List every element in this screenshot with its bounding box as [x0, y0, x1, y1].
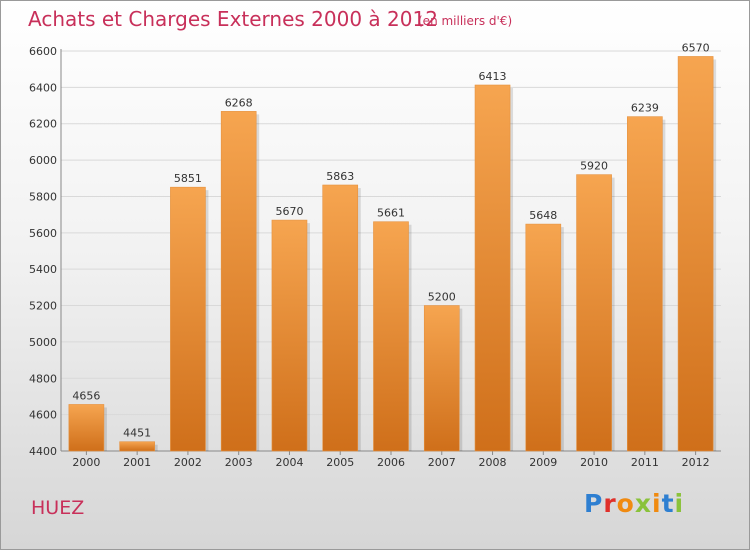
logo-letter: P — [584, 489, 604, 518]
data-label-2004: 5670 — [275, 205, 303, 218]
y-tick-label: 5600 — [29, 227, 57, 240]
logo-letter: x — [634, 489, 652, 518]
x-tick-label-2010: 2010 — [580, 456, 608, 469]
data-label-2006: 5661 — [377, 207, 405, 220]
proxiti-logo[interactable]: Proxiti — [584, 489, 684, 518]
x-tick-label-2005: 2005 — [326, 456, 354, 469]
y-tick-label: 6200 — [29, 118, 57, 131]
data-label-2009: 5648 — [529, 209, 557, 222]
y-tick-label: 6600 — [29, 45, 57, 58]
chart-unit: (en milliers d'€) — [418, 14, 513, 28]
data-label-2008: 6413 — [479, 70, 507, 83]
y-tick-label: 6400 — [29, 81, 57, 94]
x-tick-label-2000: 2000 — [72, 456, 100, 469]
y-tick-label: 4600 — [29, 409, 57, 422]
bar-2005 — [322, 184, 359, 452]
logo-letter: o — [616, 489, 635, 518]
data-label-2012: 6570 — [682, 41, 710, 54]
logo-letter: r — [603, 489, 617, 518]
bar-2003 — [220, 111, 257, 452]
y-tick-label: 4800 — [29, 372, 57, 385]
bar-2011 — [627, 116, 663, 452]
x-tick-label-2006: 2006 — [377, 456, 405, 469]
data-label-2007: 5200 — [428, 291, 456, 304]
bar-2001 — [119, 441, 155, 452]
x-tick-label-2009: 2009 — [529, 456, 557, 469]
logo-letter: t — [661, 489, 675, 518]
x-tick-label-2011: 2011 — [631, 456, 659, 469]
bar-2007 — [423, 305, 460, 452]
x-tick-label-2001: 2001 — [123, 456, 151, 469]
data-label-2003: 6268 — [225, 96, 253, 109]
data-label-2002: 5851 — [174, 172, 202, 185]
data-label-2010: 5920 — [580, 160, 608, 173]
data-label-2001: 4451 — [123, 427, 151, 440]
y-tick-label: 4400 — [29, 445, 57, 458]
data-label-2011: 6239 — [631, 102, 659, 115]
y-tick-label: 5200 — [29, 300, 57, 313]
chart-title: Achats et Charges Externes 2000 à 2012 — [28, 7, 438, 31]
bar-2000 — [68, 404, 105, 452]
x-tick-label-2003: 2003 — [225, 456, 253, 469]
place-label: HUEZ — [31, 497, 85, 519]
x-tick-label-2008: 2008 — [479, 456, 507, 469]
logo-letter: i — [674, 489, 685, 518]
y-tick-label: 5000 — [29, 336, 57, 349]
bar-2006 — [373, 221, 409, 452]
y-tick-label: 5400 — [29, 263, 57, 276]
labels: 4400 4600 4800 5000 5200 5400 5600 5800 6000 6200… — [29, 41, 710, 469]
data-label-2000: 4656 — [72, 389, 100, 402]
y-tick-label: 5800 — [29, 190, 57, 203]
bar-2009 — [525, 223, 562, 452]
bar-2004 — [271, 219, 308, 452]
bar-2010 — [576, 174, 612, 452]
x-tick-label-2004: 2004 — [275, 456, 303, 469]
y-tick-label: 6000 — [29, 154, 57, 167]
x-tick-label-2002: 2002 — [174, 456, 202, 469]
x-tick-label-2012: 2012 — [682, 456, 710, 469]
logo-letter: i — [652, 489, 662, 518]
bar-2012 — [677, 56, 714, 452]
bar-2002 — [170, 186, 206, 452]
x-tick-label-2007: 2007 — [428, 456, 456, 469]
bars — [68, 56, 717, 452]
data-label-2005: 5863 — [326, 170, 354, 183]
bar-2008 — [474, 84, 511, 452]
